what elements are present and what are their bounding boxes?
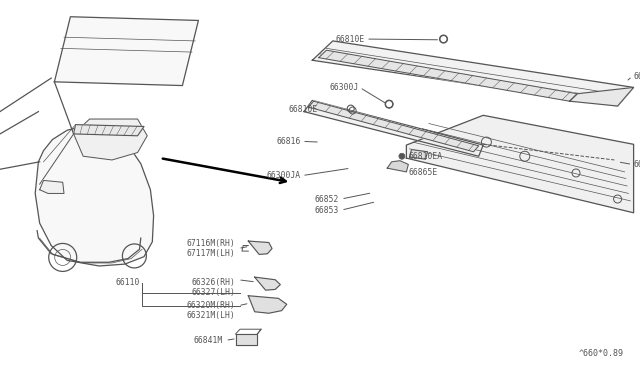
- Text: 66841M: 66841M: [193, 336, 223, 345]
- Polygon shape: [387, 161, 408, 172]
- Text: 66110: 66110: [115, 278, 140, 287]
- Polygon shape: [255, 277, 280, 290]
- Text: 67116M(RH): 67116M(RH): [187, 239, 236, 248]
- Text: 66817: 66817: [634, 72, 640, 81]
- Polygon shape: [248, 296, 287, 313]
- Text: 66810EA: 66810EA: [408, 153, 442, 161]
- Text: 66822: 66822: [634, 160, 640, 169]
- Polygon shape: [74, 119, 147, 160]
- Text: 66321M(LH): 66321M(LH): [187, 311, 236, 320]
- Text: 66853: 66853: [315, 206, 339, 215]
- Text: 66810E: 66810E: [288, 105, 317, 114]
- Polygon shape: [312, 41, 634, 106]
- Text: 66300JA: 66300JA: [267, 171, 301, 180]
- Polygon shape: [319, 50, 577, 101]
- Text: 66816: 66816: [276, 137, 301, 146]
- Polygon shape: [54, 17, 198, 86]
- Polygon shape: [304, 100, 483, 156]
- Text: 67117M(LH): 67117M(LH): [187, 249, 236, 258]
- Polygon shape: [236, 334, 257, 345]
- Text: 66810E: 66810E: [335, 35, 365, 44]
- Circle shape: [399, 153, 405, 159]
- Polygon shape: [40, 180, 64, 193]
- Polygon shape: [35, 126, 154, 266]
- Polygon shape: [406, 115, 634, 213]
- Text: 66320M(RH): 66320M(RH): [187, 301, 236, 310]
- Text: 66852: 66852: [315, 195, 339, 203]
- Text: 66865E: 66865E: [408, 169, 438, 177]
- Text: ^660*0.89: ^660*0.89: [579, 349, 624, 358]
- Text: 66327(LH): 66327(LH): [191, 288, 236, 297]
- Polygon shape: [74, 125, 144, 136]
- Polygon shape: [308, 101, 479, 152]
- Text: 66300J: 66300J: [329, 83, 358, 92]
- Polygon shape: [410, 150, 428, 159]
- Polygon shape: [248, 241, 272, 254]
- Text: 66326(RH): 66326(RH): [191, 278, 236, 287]
- Polygon shape: [570, 87, 634, 106]
